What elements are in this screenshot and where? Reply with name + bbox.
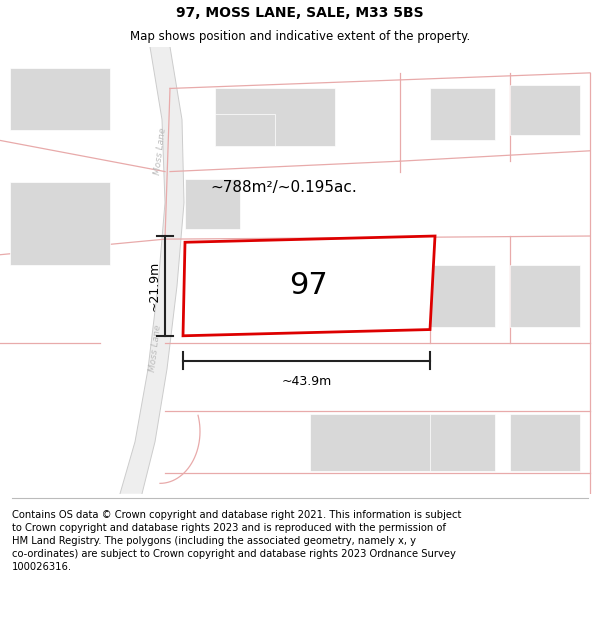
Text: ~788m²/~0.195ac.: ~788m²/~0.195ac.	[210, 179, 357, 194]
Bar	[510, 414, 580, 471]
Bar	[310, 414, 440, 471]
Bar	[340, 249, 415, 301]
Bar	[430, 414, 495, 471]
Bar	[430, 89, 495, 141]
Text: Moss Lane: Moss Lane	[148, 324, 163, 372]
Text: 97, MOSS LANE, SALE, M33 5BS: 97, MOSS LANE, SALE, M33 5BS	[176, 6, 424, 20]
Polygon shape	[183, 236, 435, 336]
Bar	[10, 68, 110, 130]
Text: Moss Lane: Moss Lane	[152, 127, 167, 175]
Bar	[430, 265, 495, 328]
Bar	[215, 89, 335, 146]
Text: ~21.9m: ~21.9m	[148, 261, 161, 311]
Bar	[510, 265, 580, 328]
Text: Contains OS data © Crown copyright and database right 2021. This information is : Contains OS data © Crown copyright and d…	[12, 509, 461, 572]
Bar	[185, 179, 240, 229]
Text: ~43.9m: ~43.9m	[281, 375, 332, 388]
Polygon shape	[120, 47, 184, 494]
Text: 97: 97	[289, 271, 328, 301]
Bar	[10, 182, 110, 265]
Bar	[510, 86, 580, 135]
Text: Map shows position and indicative extent of the property.: Map shows position and indicative extent…	[130, 30, 470, 43]
Bar	[215, 114, 275, 146]
